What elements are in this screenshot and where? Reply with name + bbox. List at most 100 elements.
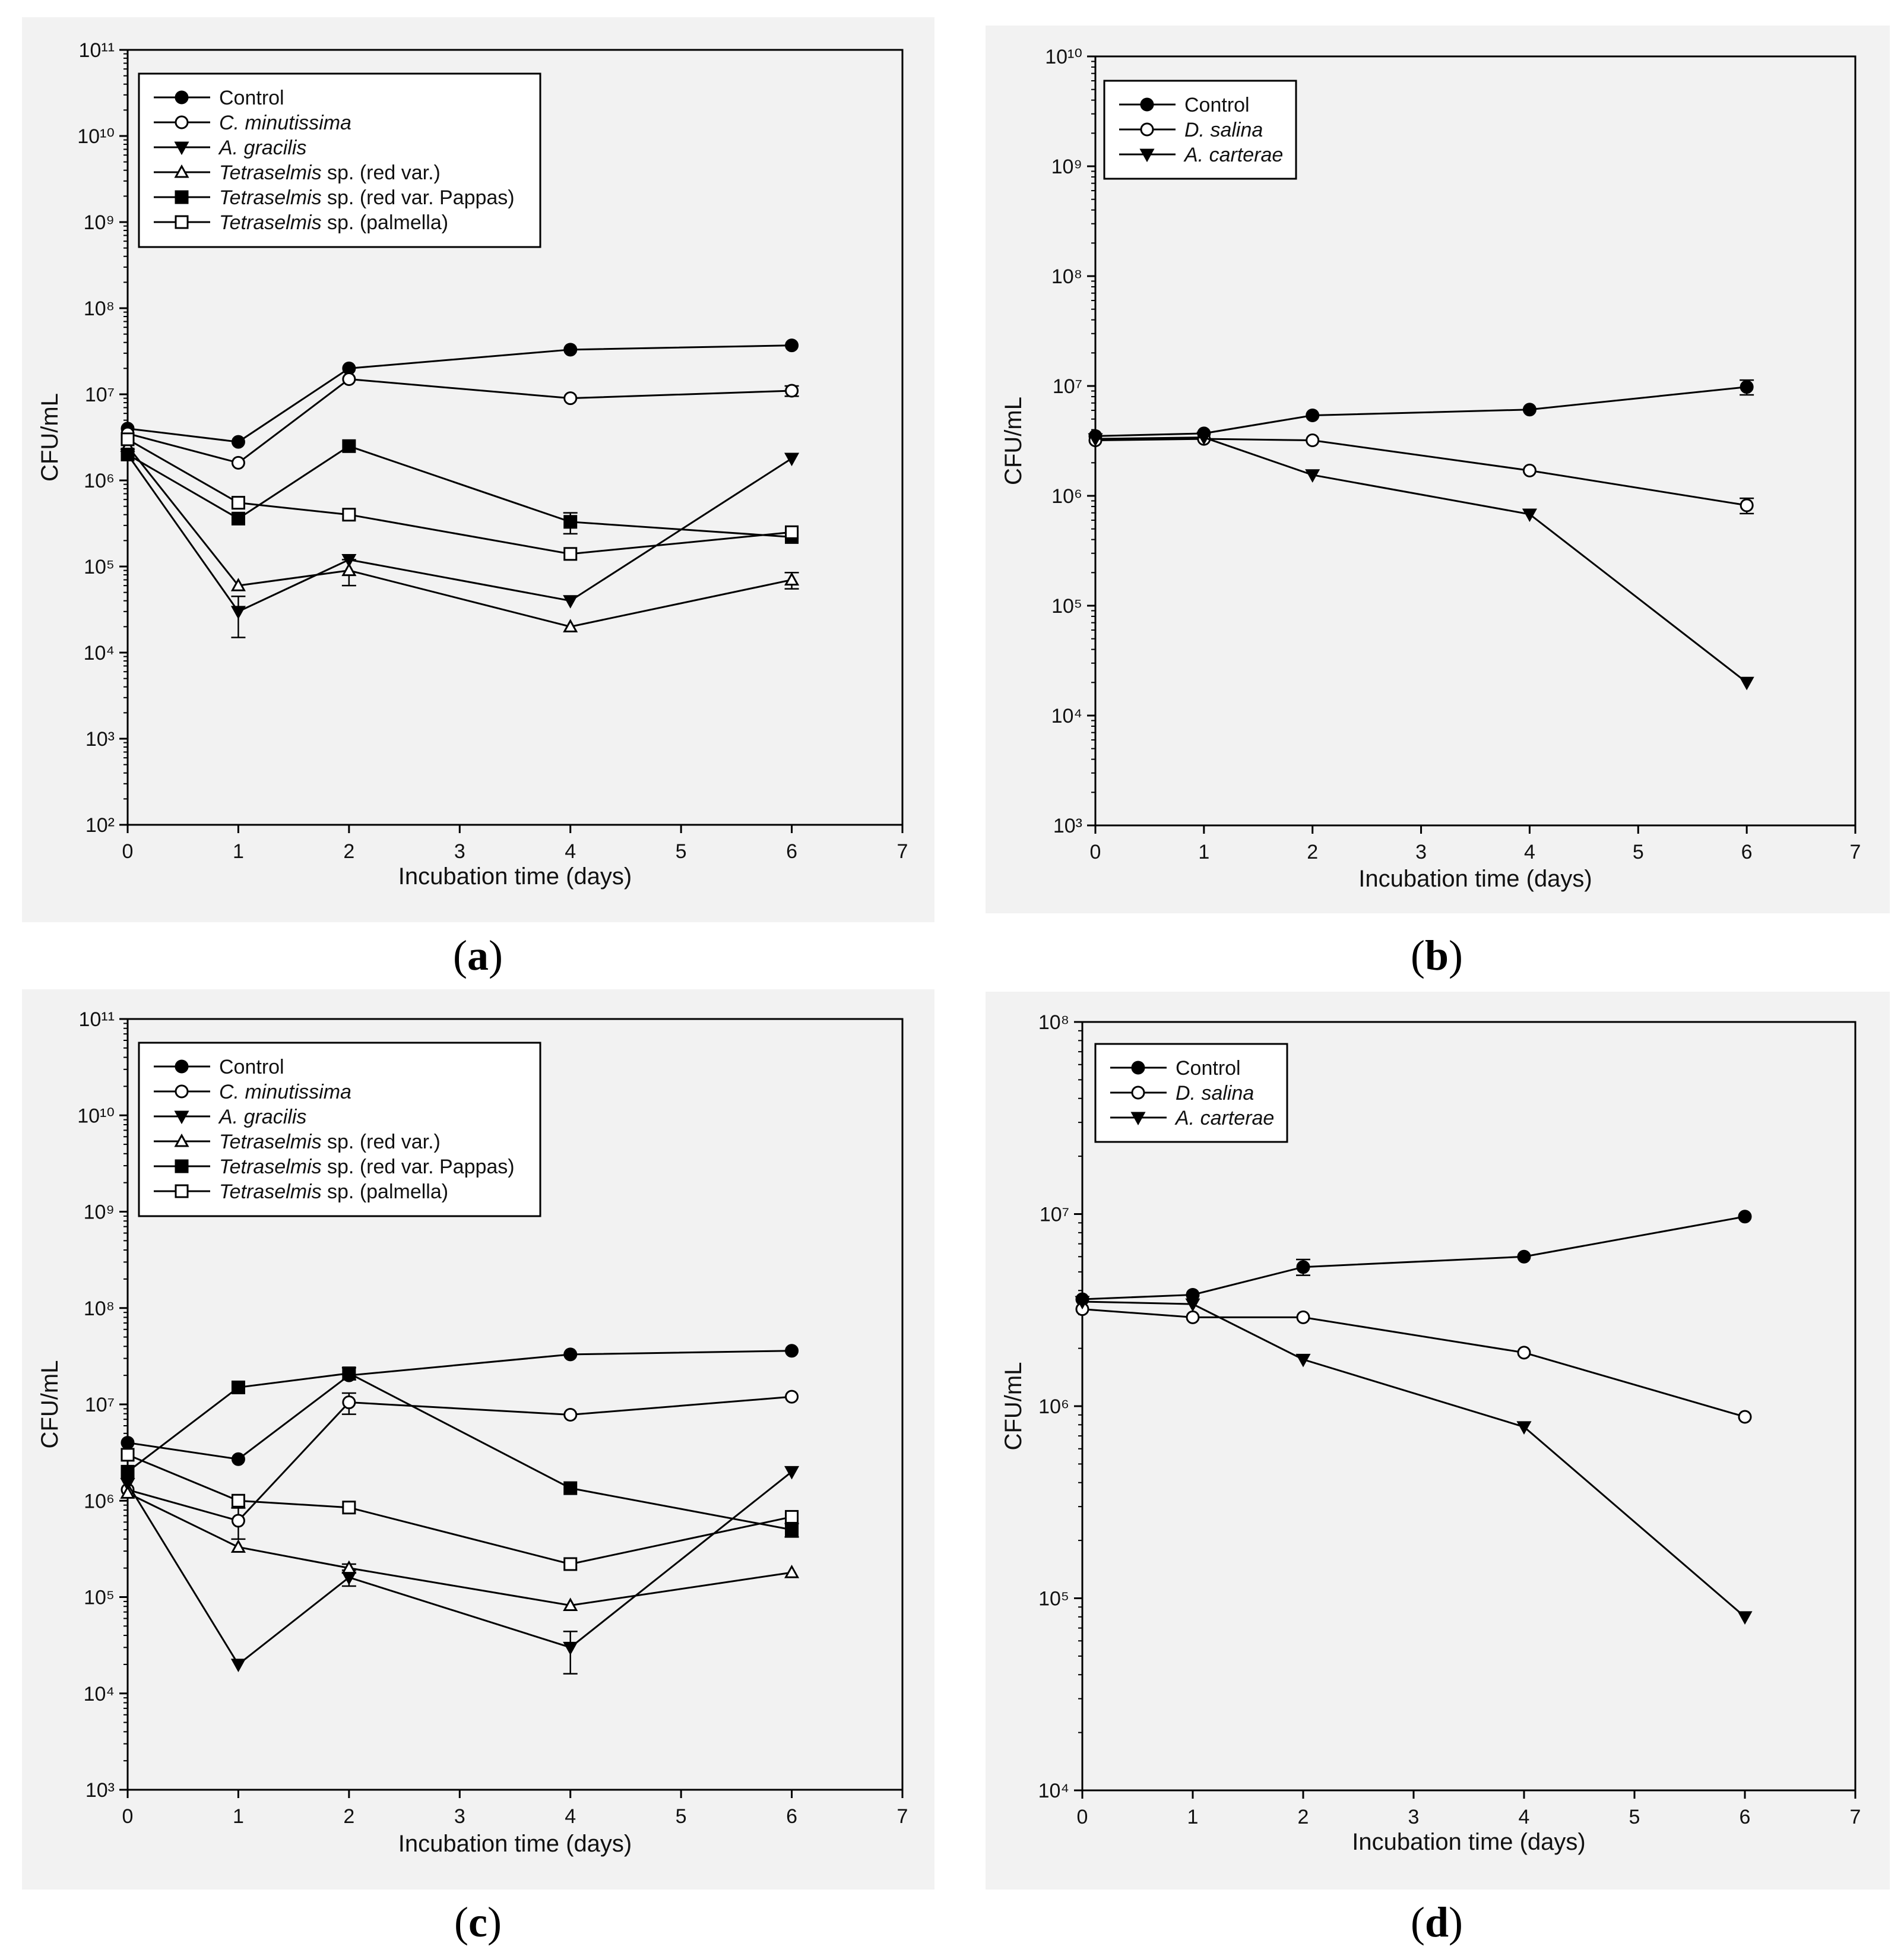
data-point [1306,409,1320,423]
chart-c: 10³ 10⁴ 10⁵ 10⁶ 10⁷ 10⁸ 10⁹ 10¹⁰ 10¹¹ 0 1 2 3 4 5 6 7 Inc… [37,1008,908,1857]
legend-box [138,1042,541,1217]
data-point [1738,1210,1752,1224]
data-point [785,1509,799,1524]
data-point [231,455,245,470]
data-point [785,525,799,539]
data-point [1740,498,1754,512]
y-tick-label: 10⁵ [84,556,115,578]
y-tick-label: 10⁷ [1040,1204,1069,1226]
legend: Control C. minutissima A. gracilis Tetrasel… [138,1042,541,1217]
data-point [120,1478,135,1492]
x-tick-label: 1 [1187,1806,1199,1828]
x-tick-label: 1 [233,840,244,863]
data-point [1522,508,1537,523]
series-line [1095,386,1747,437]
series-d-salina [1088,432,1754,515]
legend-marker [175,115,189,129]
y-tick-label: 10¹⁰ [77,1104,115,1127]
y-tick-label: 10⁶ [84,1490,115,1512]
x-tick-label: 3 [1408,1806,1420,1828]
series-tetraselmis-sp-red-var-pappas- [121,1366,799,1538]
legend-marker [174,164,189,178]
legend-entry: Tetraselmis sp. (red var. Pappas) [219,186,515,209]
data-point [785,338,799,353]
x-tick-label: 6 [786,1805,797,1828]
data-point [563,1641,578,1656]
data-point [563,391,578,406]
caption-b: (b) [1410,932,1463,979]
legend-marker [175,215,189,229]
x-axis-label: Incubation time (days) [398,1831,632,1857]
legend: Control C. minutissima A. gracilis Tetrasel… [138,72,541,248]
data-point [1517,1346,1531,1360]
data-point [1522,463,1536,477]
legend-marker [1131,1085,1145,1100]
legend-italic: A. gracilis [218,1106,306,1128]
data-point [1516,1421,1532,1435]
series-line [127,438,792,555]
legend-italic: Tetraselmis [219,162,322,184]
legend-marker [174,141,189,156]
legend-entry: Tetraselmis sp. (red var. Pappas) [219,1156,515,1178]
data-point [1305,469,1320,483]
series-line [1082,1308,1745,1418]
legend-suffix: sp. (palmella) [322,211,449,234]
series-line [126,445,792,628]
y-tick-label: 10¹¹ [79,1008,115,1031]
legend-marker [175,90,189,105]
legend-entry: C. minutissima [219,112,351,134]
x-tick-label: 4 [565,1805,576,1828]
data-point [342,508,356,522]
data-point [341,562,357,577]
x-tick-label: 3 [1415,841,1427,863]
series-control [1088,379,1754,443]
series-line [1095,436,1748,683]
legend-entry: Tetraselmis sp. (red var.) [219,1131,441,1153]
data-point [1196,432,1212,445]
series-line [127,378,792,464]
data-point [231,496,245,510]
y-axis-label: CFU/mL [1000,397,1027,485]
y-axis-label: CFU/mL [37,393,63,482]
series-a-gracilis [120,448,800,638]
caption-d: (d) [1410,1898,1463,1946]
data-point [1738,1410,1752,1424]
legend-suffix: sp. (red var. Pappas) [322,1156,515,1178]
y-tick-label: 10¹⁰ [77,125,115,148]
legend-italic: A. carterae [1183,144,1283,166]
data-point [1522,403,1536,417]
data-point [1088,433,1103,447]
x-tick-label: 4 [1524,841,1535,863]
y-axis-label: CFU/mL [1000,1362,1027,1451]
data-point [784,1466,800,1480]
data-point [231,1493,245,1508]
legend-italic: A. gracilis [218,137,306,159]
data-point [563,343,578,357]
panel-b: 10³ 10⁴ 10⁵ 10⁶ 10⁷ 10⁸ 10⁹ 10¹⁰ 0 1 2 3 4 5 6 7 Incubat… [986,26,1890,913]
series-line [1082,1216,1745,1300]
legend-entry: Control [219,87,284,109]
series-line [127,1454,792,1565]
legend-box [138,72,541,248]
legend-marker [175,1084,189,1099]
legend-entry: Tetraselmis sp. (red var.) [219,162,441,184]
legend-italic: C. minutissima [219,1081,351,1103]
data-point [342,1501,356,1515]
legend-entry: Control [1176,1057,1241,1080]
series-line [127,1395,792,1522]
data-point [785,1344,799,1358]
legend-entry: Control [1184,94,1250,116]
data-point [231,1514,245,1528]
x-tick-label: 2 [1298,1806,1309,1828]
caption-a: (a) [453,932,503,979]
legend-marker [175,1059,189,1074]
data-point [563,1557,578,1571]
series-tetraselmis-sp-red-var- [120,438,800,632]
y-tick-label: 10⁷ [85,384,115,406]
y-tick-label: 10⁹ [84,211,115,234]
series-control [1075,1210,1752,1306]
legend-suffix: sp. (red var.) [322,1131,441,1153]
data-point [121,447,135,461]
y-tick-label: 10³ [1053,815,1082,837]
series-a-carterae [1075,1296,1753,1625]
